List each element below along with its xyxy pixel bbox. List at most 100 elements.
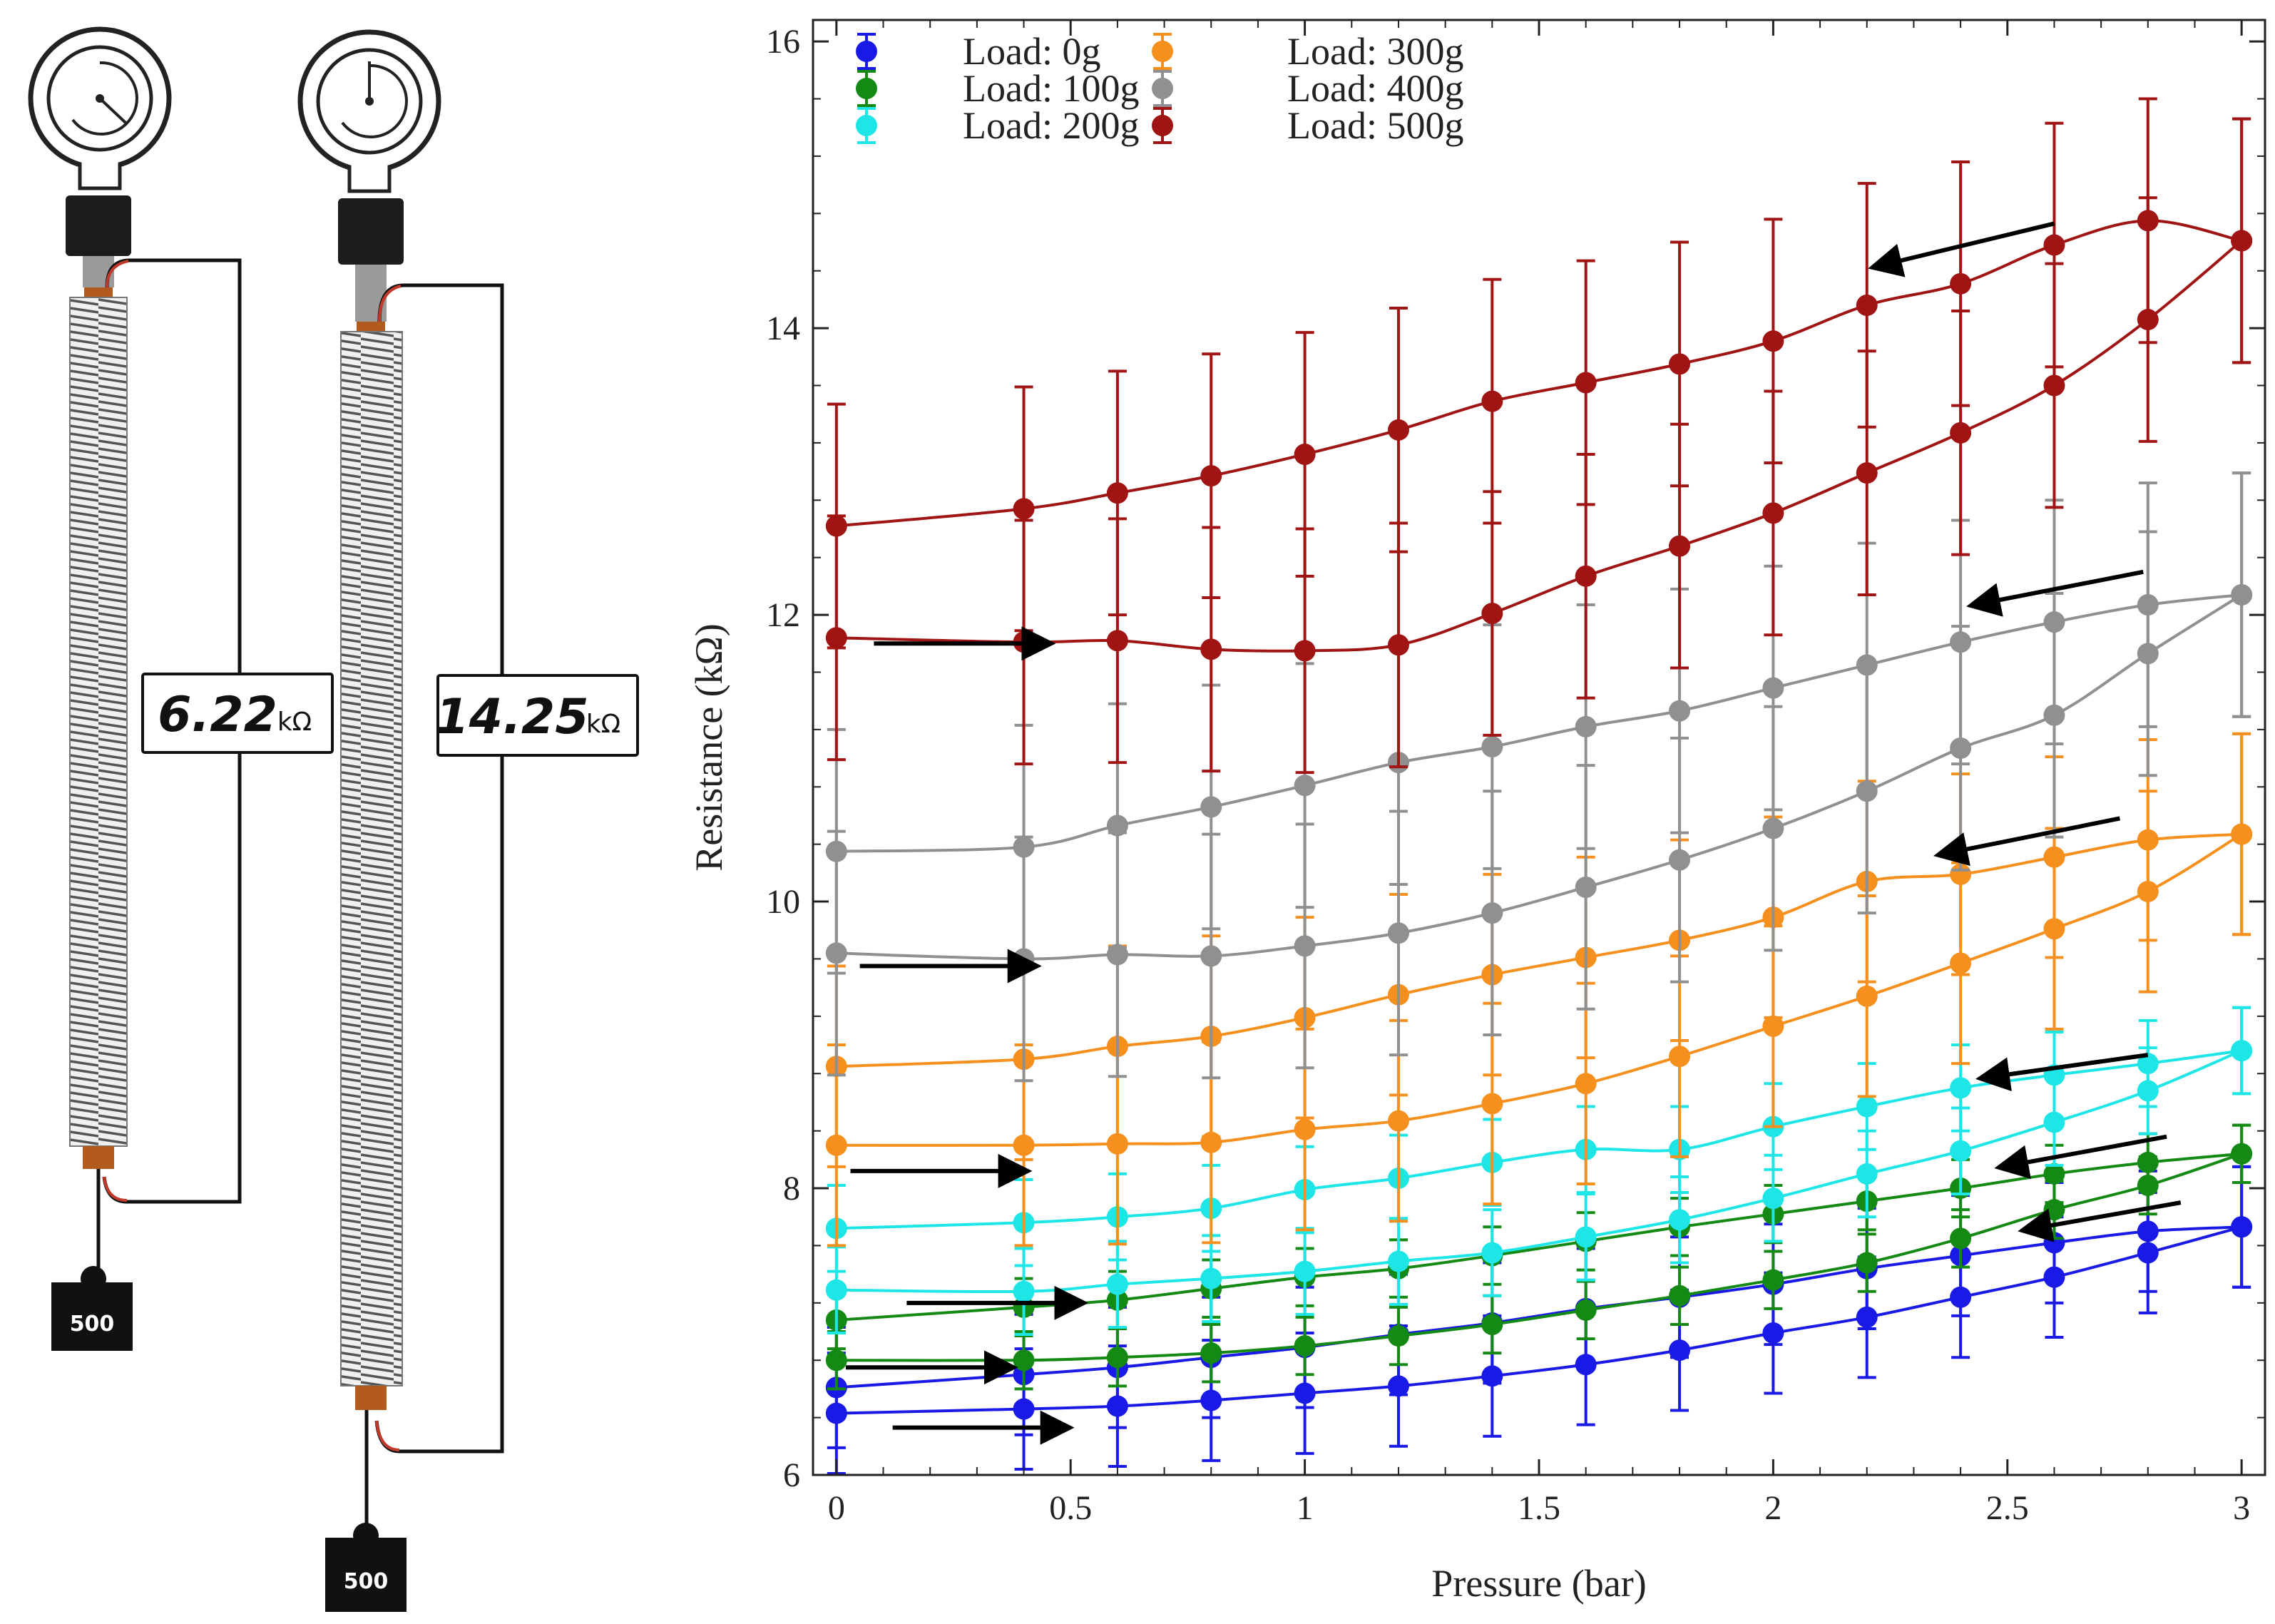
data-point xyxy=(1762,502,1784,524)
data-point xyxy=(1013,1349,1035,1372)
y-axis-title: Resistance (kΩ) xyxy=(687,623,730,872)
ohmmeter-display: 14.25 kΩ xyxy=(435,674,639,757)
data-point xyxy=(1106,1273,1128,1295)
x-tick-label: 0 xyxy=(828,1489,845,1527)
data-point xyxy=(1387,419,1409,441)
direction-arrow xyxy=(1975,1053,2149,1092)
data-point xyxy=(1575,715,1597,737)
data-point xyxy=(825,1349,847,1372)
data-point xyxy=(1762,677,1784,699)
data-point xyxy=(1950,272,1972,295)
data-point xyxy=(2043,611,2065,633)
left-assembly: 500 6.22 kΩ xyxy=(28,26,334,1351)
x-tick-label: 2 xyxy=(1764,1489,1781,1527)
x-tick-label: 1.5 xyxy=(1518,1489,1560,1527)
data-point xyxy=(1669,849,1691,871)
data-point xyxy=(1294,1260,1316,1282)
unloading-curve xyxy=(836,832,2242,1068)
bottom-electrode xyxy=(355,1386,387,1410)
legend-label: Load: 400g xyxy=(1287,67,1463,110)
data-point xyxy=(2043,1163,2065,1185)
legend-label: Load: 100g xyxy=(963,67,1139,110)
unloading-curve xyxy=(836,1152,2242,1322)
legend-item: Load: 300g xyxy=(1152,30,1463,73)
direction-arrows xyxy=(845,221,2182,1445)
data-point xyxy=(1294,1335,1316,1357)
data-point xyxy=(1669,535,1691,557)
data-point xyxy=(1762,1188,1784,1210)
legend-marker xyxy=(1152,115,1173,136)
data-point xyxy=(2137,1053,2159,1075)
data-point xyxy=(1856,462,1878,484)
data-point xyxy=(1575,1226,1597,1248)
data-point xyxy=(1575,565,1597,587)
data-point xyxy=(825,840,847,862)
data-point xyxy=(1950,422,1972,444)
data-point xyxy=(1669,353,1691,375)
weight-label: 500 xyxy=(70,1312,115,1337)
top-electrode xyxy=(357,322,385,332)
data-point xyxy=(1856,1163,1878,1185)
data-point xyxy=(2231,823,2253,845)
data-point xyxy=(825,1279,847,1301)
data-point xyxy=(1294,1118,1316,1140)
data-point xyxy=(1200,945,1222,967)
apparatus-diagram: 500 6.22 kΩ 500 14.25 kΩ xyxy=(28,26,639,1612)
y-tick-label: 10 xyxy=(766,883,800,921)
pressure-gauge-icon xyxy=(28,26,172,190)
data-point xyxy=(1669,1285,1691,1307)
data-point xyxy=(1387,1325,1409,1347)
data-point xyxy=(2137,594,2159,616)
data-point xyxy=(1200,1342,1222,1364)
data-point xyxy=(2043,846,2065,868)
legend-item: Load: 100g xyxy=(856,67,1139,110)
weight-label: 500 xyxy=(344,1569,389,1594)
x-tick-label: 1 xyxy=(1297,1489,1314,1527)
loading-curve xyxy=(836,1049,2242,1294)
loading-curve xyxy=(836,1152,2242,1362)
legend-marker xyxy=(1152,78,1173,99)
meter-value: 14.25 xyxy=(435,689,588,745)
data-point xyxy=(1762,330,1784,352)
loading-curve xyxy=(836,593,2243,961)
meter-unit: kΩ xyxy=(277,708,312,737)
x-tick-label: 0.5 xyxy=(1049,1489,1092,1527)
data-point xyxy=(1013,1280,1035,1302)
y-tick-label: 8 xyxy=(783,1170,800,1207)
meter-unit: kΩ xyxy=(586,710,620,739)
data-point xyxy=(1575,372,1597,394)
data-point xyxy=(1481,603,1503,625)
data-point xyxy=(1669,1046,1691,1068)
y-tick-label: 12 xyxy=(766,596,800,634)
data-point xyxy=(1200,638,1222,660)
data-point xyxy=(1575,1073,1597,1095)
data-point xyxy=(1294,443,1316,465)
legend-label: Load: 500g xyxy=(1287,104,1463,147)
data-point xyxy=(1106,1347,1128,1369)
data-point xyxy=(1856,654,1878,676)
data-point xyxy=(1575,1299,1597,1321)
data-point xyxy=(2137,829,2159,851)
data-point xyxy=(1200,1267,1222,1290)
loading-curve xyxy=(836,832,2243,1147)
unloading-curve xyxy=(836,219,2242,528)
data-point xyxy=(1762,1015,1784,1037)
bottom-electrode xyxy=(83,1146,114,1169)
legend-item: Load: 200g xyxy=(856,104,1139,147)
data-point xyxy=(1575,876,1597,898)
data-point xyxy=(2231,1143,2253,1165)
data-point xyxy=(1856,294,1878,316)
weight-block xyxy=(51,1282,133,1351)
series-layer xyxy=(825,97,2253,1475)
direction-arrow xyxy=(1966,569,2144,617)
series-load--400g xyxy=(825,471,2253,1083)
legend-label: Load: 0g xyxy=(963,30,1100,73)
unloading-curve xyxy=(836,1049,2242,1230)
data-point xyxy=(1481,390,1503,412)
data-point xyxy=(2137,210,2159,232)
y-tick-label: 6 xyxy=(783,1456,800,1494)
data-point xyxy=(1387,922,1409,944)
data-point xyxy=(1106,482,1128,504)
gauge-connector xyxy=(66,195,131,256)
series-load--100g xyxy=(825,1123,2253,1391)
